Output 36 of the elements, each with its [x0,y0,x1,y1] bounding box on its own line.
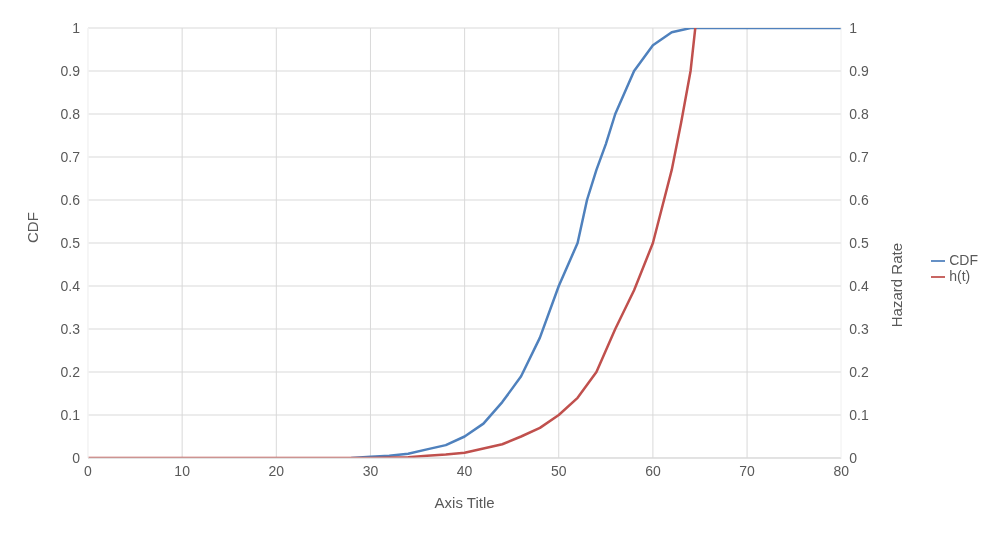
y-tick-label: 0.8 [60,105,81,122]
x-tick-label: 70 [739,462,756,479]
y2-tick-label: 0.2 [849,363,869,380]
x-tick-label: 50 [550,462,567,479]
x-tick-label: 20 [268,462,285,479]
y2-tick-label: 0.7 [849,148,869,165]
y-tick-label: 0.6 [60,191,81,208]
y-tick-label: 0.9 [60,62,81,79]
y-tick-label: 1 [72,19,81,36]
y-tick-label: 0.3 [60,320,81,337]
y-tick-label: 0.5 [60,234,81,251]
legend-label: h(t) [949,268,971,284]
x-tick-label: 10 [174,462,191,479]
y2-tick-label: 0.9 [849,62,869,79]
legend-label: CDF [949,251,978,268]
y2-axis-title: Hazard Rate [887,243,905,328]
y2-tick-label: 0.8 [849,105,869,122]
y2-tick-label: 1 [849,19,858,36]
y2-tick-label: 0.6 [849,191,869,208]
y-tick-label: 0.2 [60,363,81,380]
y-tick-label: 0 [72,449,81,466]
y-axis-title: CDF [24,212,42,243]
y-tick-label: 0.4 [60,277,81,294]
x-tick-label: 30 [362,462,379,479]
y2-tick-label: 0.3 [849,320,869,337]
y2-tick-label: 0.4 [849,277,869,294]
x-tick-label: 60 [645,462,661,479]
x-tick-label: 0 [84,462,93,479]
y2-tick-label: 0.5 [849,234,869,251]
y-tick-label: 0.7 [60,148,81,165]
x-tick-label: 40 [456,462,473,479]
y2-tick-label: 0.1 [849,406,869,423]
x-tick-label: 80 [833,462,850,479]
y2-tick-label: 0 [849,449,858,466]
x-axis-title: Axis Title [434,494,495,511]
y-tick-label: 0.1 [60,406,81,423]
